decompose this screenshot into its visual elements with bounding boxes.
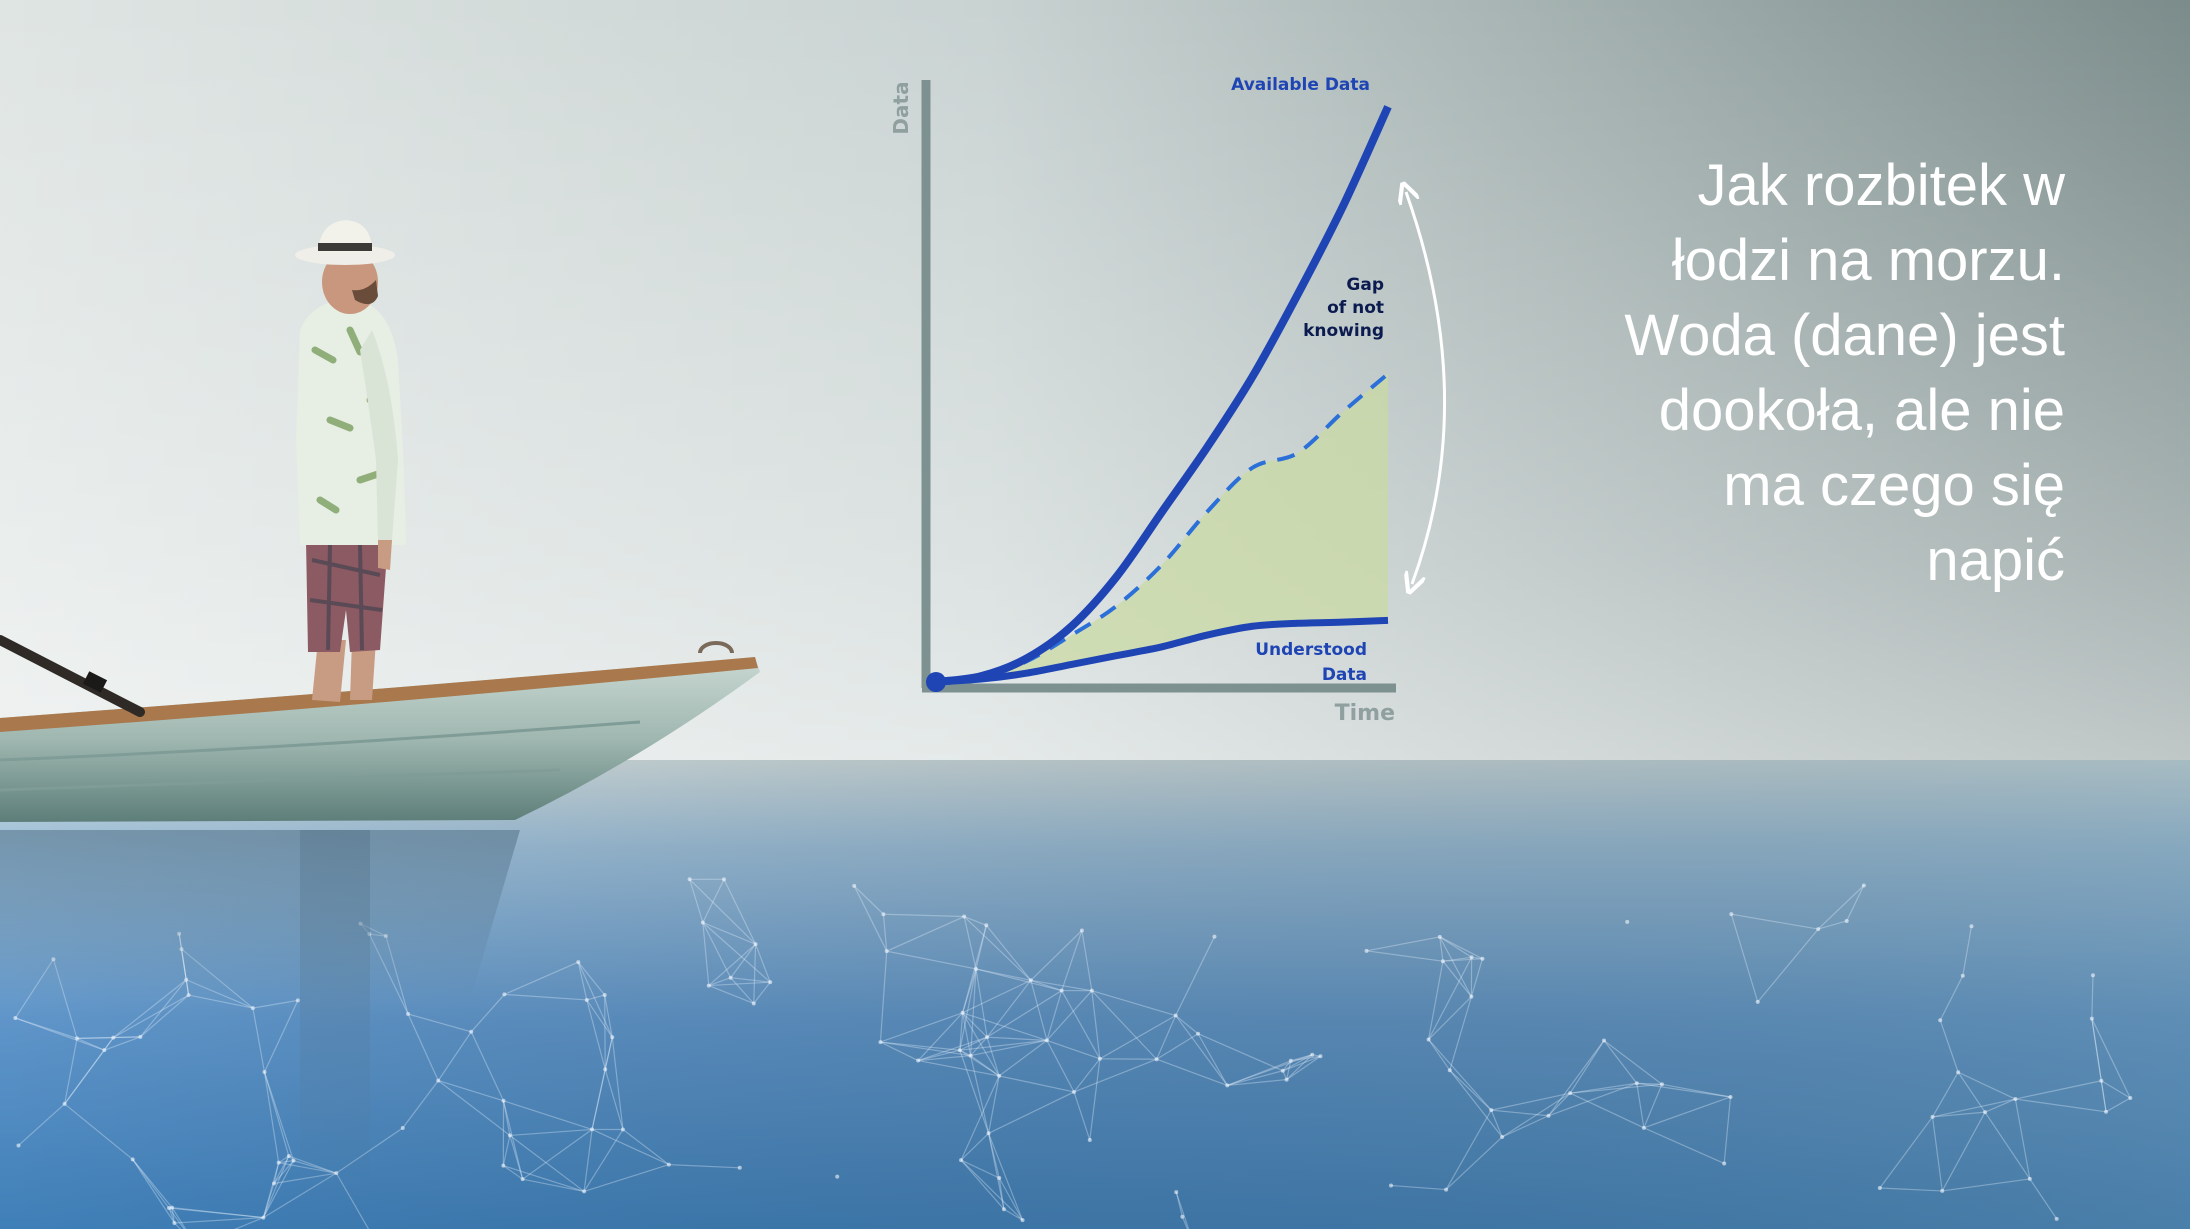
person-icon — [295, 220, 406, 702]
caption-line: Jak rozbitek w — [1697, 153, 2065, 218]
slide-caption: Jak rozbitek w łodzi na morzu. Woda (dan… — [1345, 148, 2065, 598]
series-label-understood-data: Understood Data — [1255, 640, 1367, 685]
y-axis-label: Data — [889, 81, 913, 134]
gap-double-arrow — [1406, 192, 1447, 584]
caption-line: Woda (dane) jest — [1624, 303, 2065, 368]
understood-gap-area — [936, 373, 1388, 682]
oar-icon — [0, 635, 145, 717]
caption-line: łodzi na morzu. — [1671, 228, 2065, 293]
series-label-available-data: Available Data — [1231, 75, 1370, 95]
label-line: knowing — [1303, 321, 1384, 341]
network-mesh-icon — [13, 877, 2133, 1229]
gap-annotation: Gap of not knowing — [1303, 275, 1384, 341]
x-axis-label: Time — [1335, 701, 1395, 726]
label-line: of not — [1327, 298, 1384, 318]
boat-icon — [0, 641, 760, 822]
caption-line: ma czego się — [1723, 453, 2065, 518]
series-line-understood-data — [935, 616, 1389, 686]
caption-line: napić — [1926, 528, 2065, 593]
label-line: Understood — [1255, 640, 1367, 660]
series-line-dashed — [935, 372, 1390, 684]
origin-point — [926, 672, 946, 692]
series-line-available-data — [935, 105, 1392, 686]
label-line: Gap — [1346, 275, 1384, 295]
caption-line: dookoła, ale nie — [1658, 378, 2065, 443]
label-line: Data — [1322, 665, 1367, 685]
